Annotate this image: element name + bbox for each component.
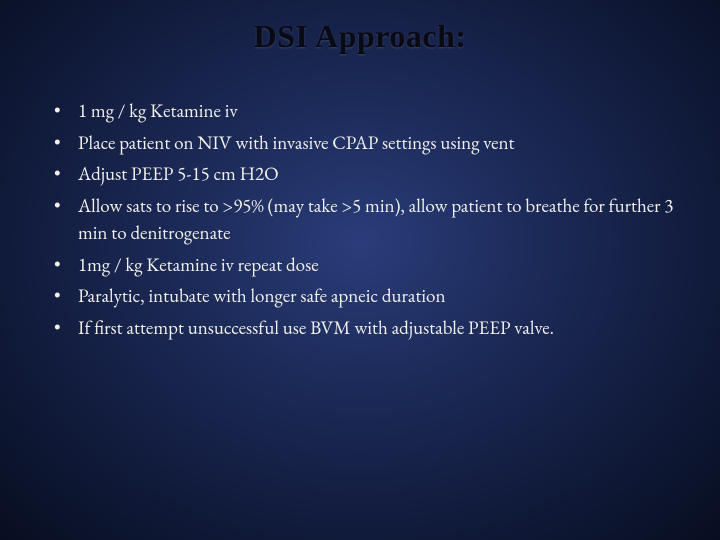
bullet-list: 1 mg / kg Ketamine iv Place patient on N… xyxy=(40,97,680,341)
slide-container: DSI Approach: 1 mg / kg Ketamine iv Plac… xyxy=(0,0,720,540)
list-item: Paralytic, intubate with longer safe apn… xyxy=(48,282,680,310)
list-item: If first attempt unsuccessful use BVM wi… xyxy=(48,314,680,342)
slide-title: DSI Approach: xyxy=(40,18,680,55)
list-item: 1 mg / kg Ketamine iv xyxy=(48,97,680,125)
list-item: 1mg / kg Ketamine iv repeat dose xyxy=(48,251,680,279)
list-item: Allow sats to rise to >95% (may take >5 … xyxy=(48,192,680,247)
list-item: Adjust PEEP 5-15 cm H2O xyxy=(48,160,680,188)
list-item: Place patient on NIV with invasive CPAP … xyxy=(48,129,680,157)
